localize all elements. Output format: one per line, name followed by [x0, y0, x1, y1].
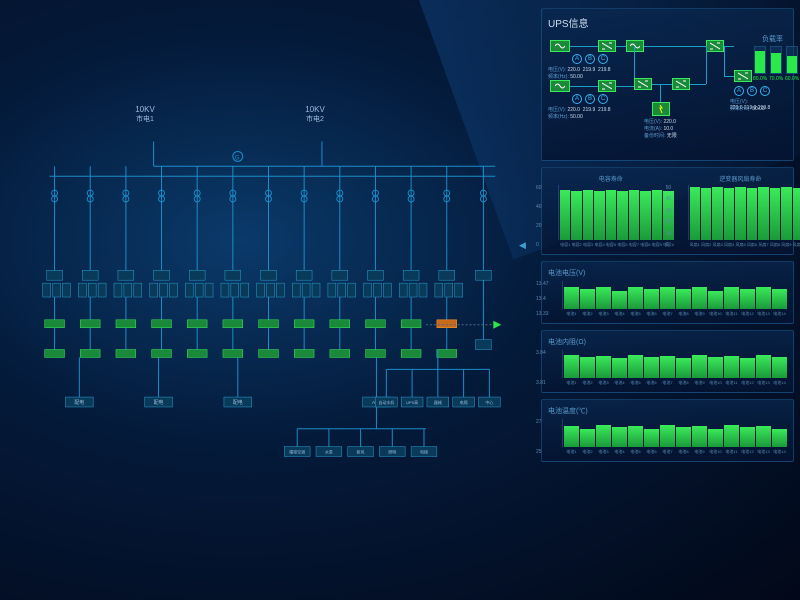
svg-text:G: G — [235, 155, 240, 161]
svg-text:电梯: 电梯 — [420, 450, 428, 455]
ups-panel-title: UPS信息 — [548, 15, 787, 30]
battery-resistance-panel: 电池内阻(Ω)3.843.81电池1电池2电池3电池4电池5电池6电池7电池8电… — [541, 330, 794, 393]
power-topology-diagram: 10KV 市电1 10KV 市电2 G 配电配电配电ATS自动水机UPS高器械电… — [0, 0, 535, 600]
svg-text:精密空调: 精密空调 — [289, 450, 305, 455]
battery-voltage-panel: 电池电压(V)13.4713.413.33电池1电池2电池3电池4电池5电池6电… — [541, 261, 794, 324]
svg-text:新风: 新风 — [357, 450, 365, 455]
source-1-label: 10KV 市电1 — [125, 105, 165, 124]
svg-text:配电: 配电 — [233, 399, 243, 406]
svg-text:配电: 配电 — [154, 399, 164, 406]
svg-text:器械: 器械 — [434, 400, 442, 405]
svg-text:电隔: 电隔 — [460, 400, 468, 405]
svg-text:中心: 中心 — [485, 400, 493, 405]
life-charts-panel: 电容寿命6040200电容1电容2电容3电容4电容5电容6电容7电容8电容9电容… — [541, 167, 794, 255]
topology-svg: G 配电配电配电ATS自动水机UPS高器械电隔中心精密空调水泵新风照明电梯 — [10, 20, 525, 580]
battery-temp-panel: 电池温度(℃)2725电池1电池2电池3电池4电池5电池6电池7电池8电池9电池… — [541, 399, 794, 462]
ups-info-panel: UPS信息 AAABBBCCC电压(V): 220.0 219.9 219.8频… — [541, 8, 794, 161]
svg-text:水泵: 水泵 — [325, 450, 333, 455]
svg-text:配电: 配电 — [74, 399, 84, 406]
source-2-label: 10KV 市电2 — [295, 105, 335, 124]
svg-text:照明: 照明 — [388, 450, 396, 455]
svg-text:UPS高: UPS高 — [406, 400, 418, 405]
scroll-left-icon[interactable]: ◀ — [519, 240, 526, 251]
svg-text:自动水机: 自动水机 — [378, 400, 394, 405]
